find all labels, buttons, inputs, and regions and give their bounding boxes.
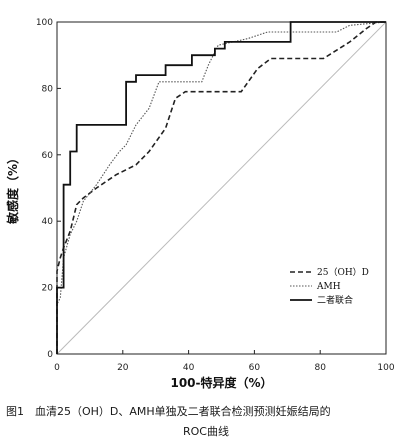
y-axis-label: 敏感度（%） [5,152,20,225]
x-tick-label: 60 [249,363,261,373]
series-layer [56,21,387,354]
x-tick-label: 20 [117,363,129,373]
plot-frame [56,21,387,355]
roc-chart: 0 20 40 60 80 100 0 20 40 60 80 100 100-特异度（%） 敏感度… [5,18,395,390]
figure-caption: 图1 血清25（OH）D、AMH单独及二者联合检测预测妊娠结局的 ROC曲线 [6,402,406,442]
y-tick-label: 80 [42,84,54,94]
series-line-3 [56,21,386,354]
y-tick-label: 20 [42,284,54,294]
caption-line-2: ROC曲线 [183,425,229,438]
x-axis-label: 100-特异度（%） [170,375,272,390]
legend-label-2: AMH [316,282,341,292]
x-tick-label: 0 [54,363,60,373]
x-tick-label: 80 [314,363,326,373]
legend-label-3: 二者联合 [317,294,353,306]
caption-line-1: 图1 血清25（OH）D、AMH单独及二者联合检测预测妊娠结局的 [6,405,331,418]
x-tick-label: 100 [377,363,394,373]
y-tick-label: 60 [42,151,54,161]
plot-area: 0 20 40 60 80 100 0 20 40 60 80 100 [36,18,395,373]
legend: 25（OH）D AMH 二者联合 [290,267,369,306]
x-axis-ticks: 0 20 40 60 80 100 [54,350,395,373]
x-tick-label: 40 [183,363,195,373]
y-tick-label: 100 [36,18,53,28]
legend-label-1: 25（OH）D [317,267,369,278]
series-line-2 [56,21,387,354]
y-tick-label: 40 [42,217,54,227]
y-axis-ticks: 0 20 40 60 80 100 [36,18,61,360]
y-tick-label: 0 [47,350,53,360]
reference-diagonal [56,21,387,355]
